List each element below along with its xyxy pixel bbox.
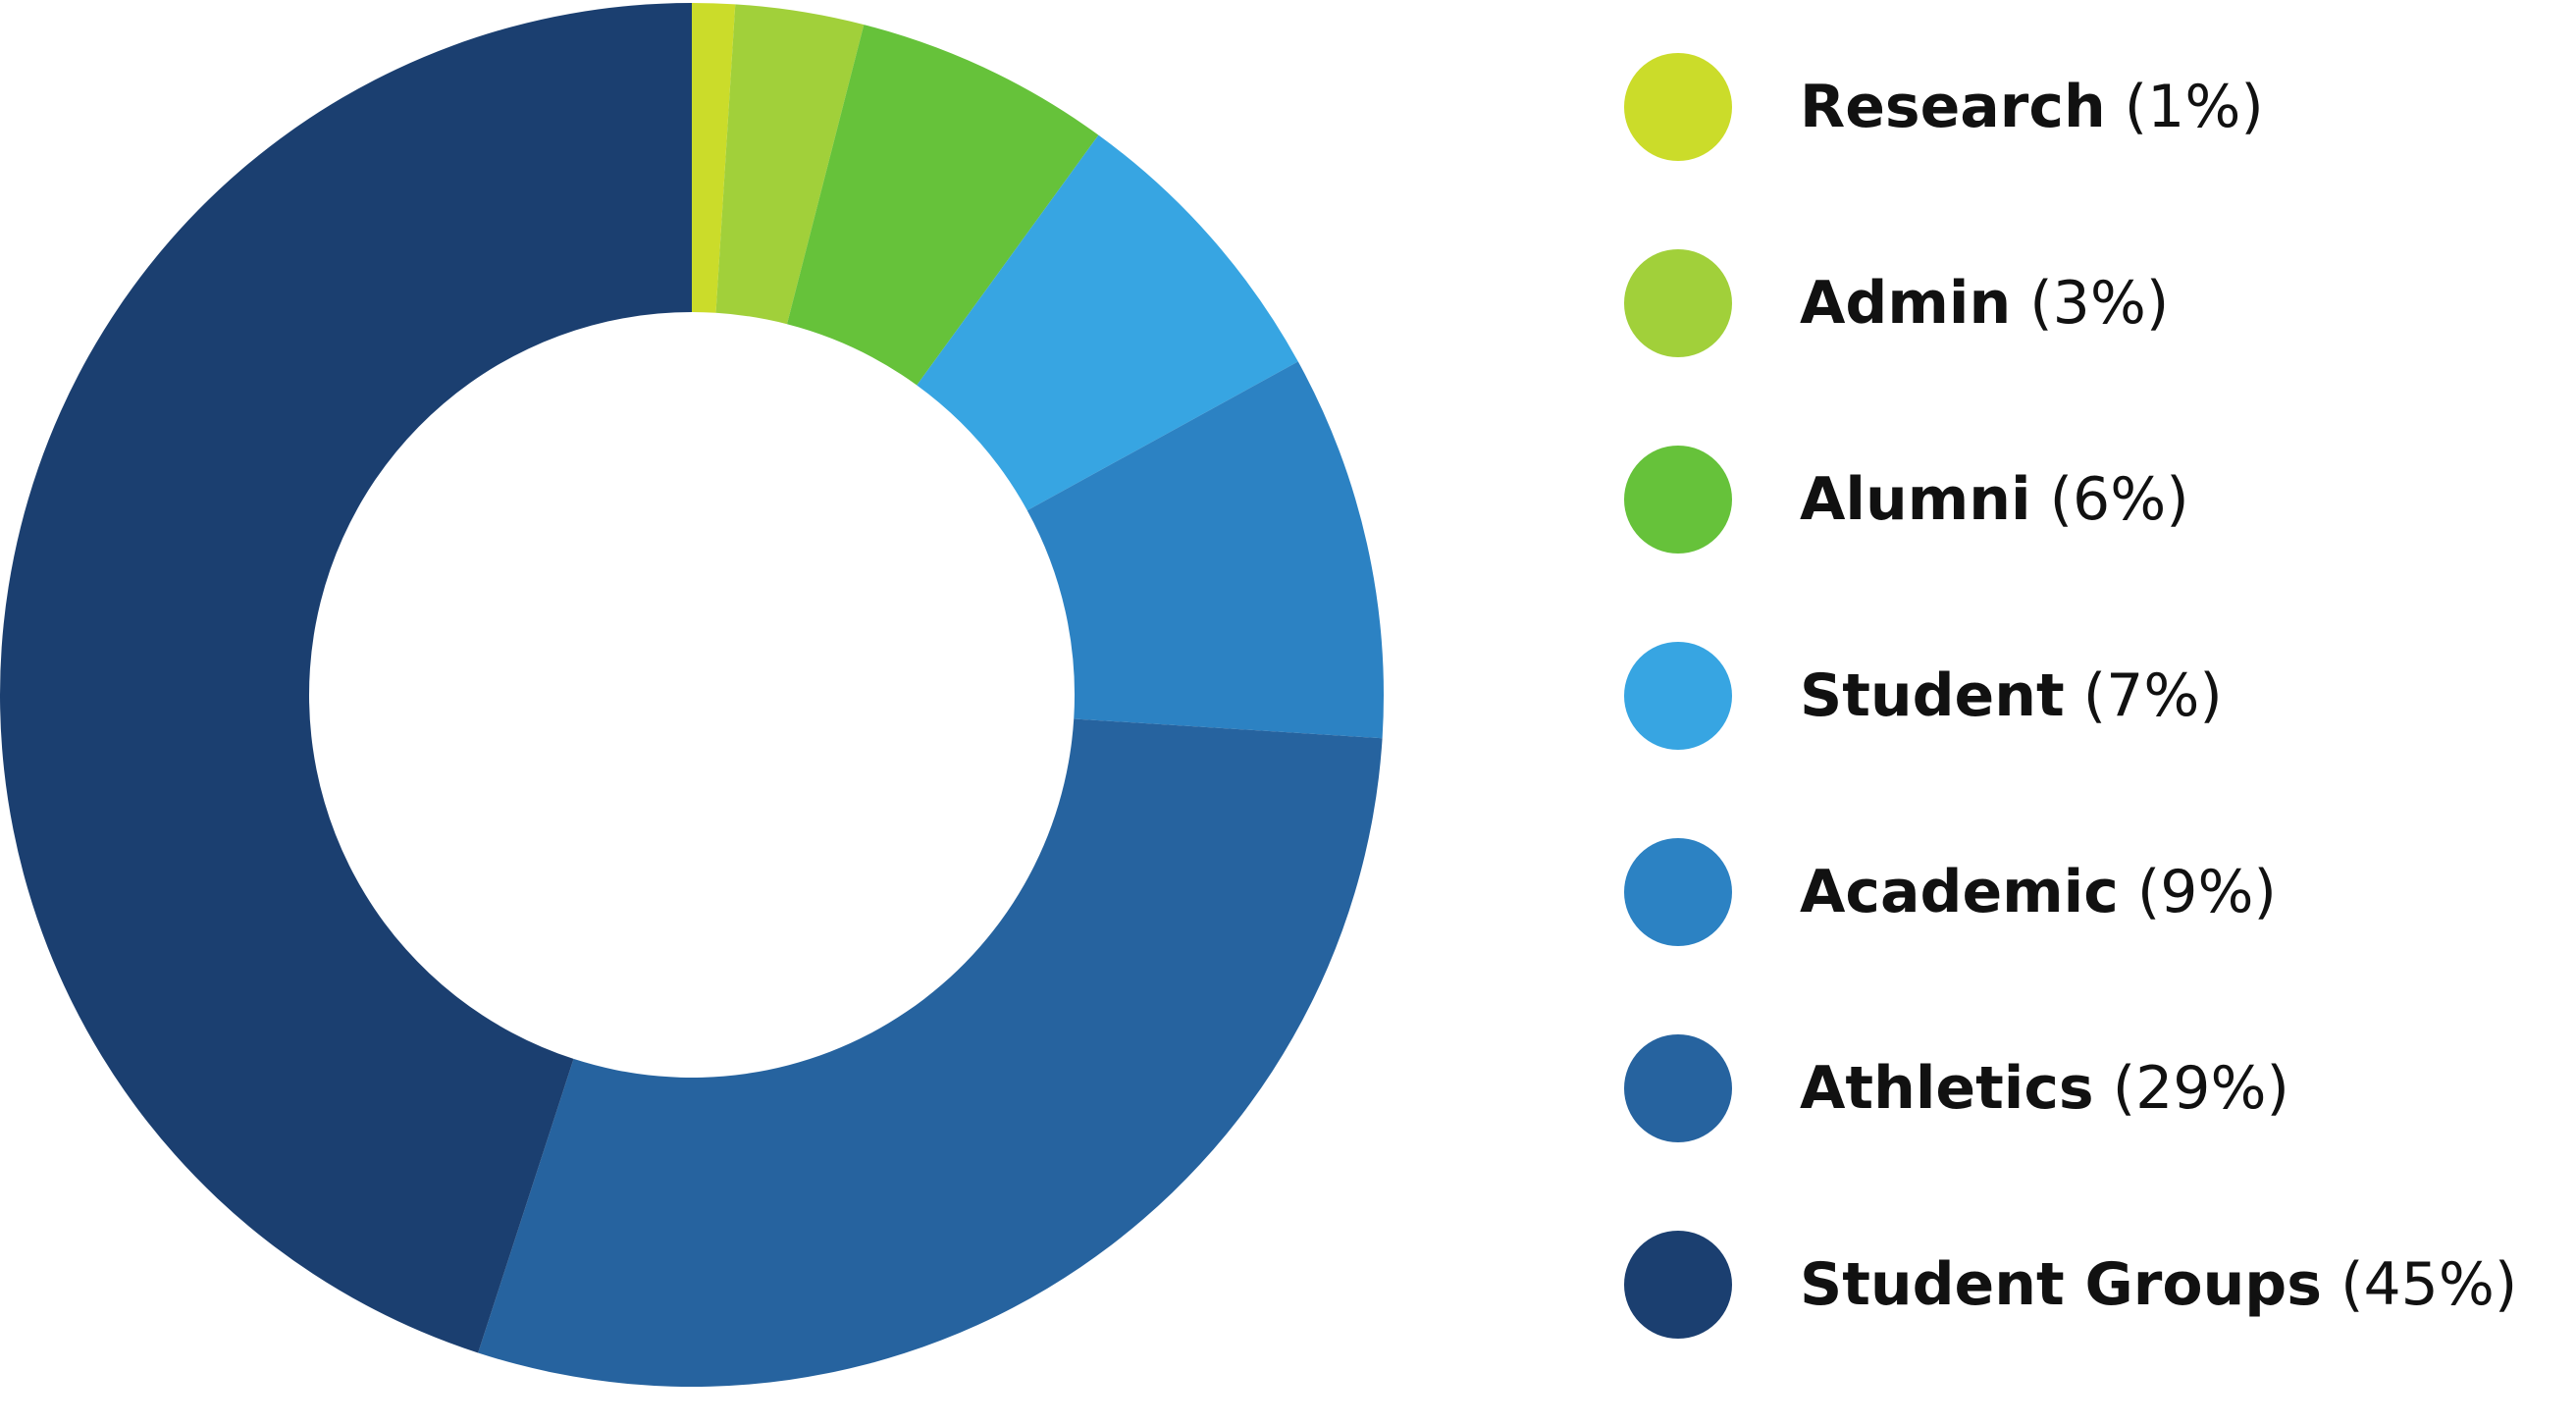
legend-name: Alumni [1800, 465, 2031, 534]
legend-label-alumni: Alumni (6%) [1800, 444, 2189, 555]
legend-item-athletics: Athletics (29%) [1624, 1032, 2566, 1229]
donut-slice-admin [715, 4, 865, 325]
legend-swatch-athletics [1624, 1034, 1732, 1142]
legend-name: Admin [1800, 269, 2012, 338]
donut-slice-student-groups [0, 3, 693, 1353]
legend-swatch-research [1624, 53, 1732, 161]
legend: Research (1%) Admin (3%) Alumni (6%) Studen… [1624, 51, 2566, 1425]
legend-percent: (3%) [2029, 269, 2170, 338]
legend-label-student-groups: Student Groups (45%) [1800, 1229, 2517, 1341]
legend-name: Academic [1800, 858, 2119, 926]
legend-name: Athletics [1800, 1054, 2094, 1123]
legend-swatch-alumni [1624, 446, 1732, 554]
legend-percent: (6%) [2049, 465, 2189, 534]
legend-swatch-admin [1624, 249, 1732, 357]
legend-name: Student Groups [1800, 1250, 2322, 1319]
legend-item-research: Research (1%) [1624, 51, 2566, 247]
legend-percent: (7%) [2082, 661, 2223, 730]
legend-percent: (29%) [2112, 1054, 2289, 1123]
legend-swatch-student-groups [1624, 1231, 1732, 1339]
legend-label-research: Research (1%) [1800, 51, 2264, 163]
legend-name: Research [1800, 73, 2106, 141]
legend-item-student: Student (7%) [1624, 640, 2566, 836]
donut-slice-research [692, 3, 736, 313]
legend-percent: (1%) [2124, 73, 2264, 141]
legend-item-admin: Admin (3%) [1624, 247, 2566, 444]
legend-percent: (45%) [2340, 1250, 2518, 1319]
legend-item-alumni: Alumni (6%) [1624, 444, 2566, 640]
legend-label-athletics: Athletics (29%) [1800, 1032, 2289, 1144]
donut-slice-student [917, 134, 1298, 511]
donut-slice-alumni [786, 25, 1099, 386]
legend-label-academic: Academic (9%) [1800, 836, 2277, 948]
donut-chart [0, 3, 1384, 1387]
legend-swatch-academic [1624, 838, 1732, 946]
legend-name: Student [1800, 661, 2065, 730]
legend-label-admin: Admin (3%) [1800, 247, 2169, 359]
donut-slice-athletics [478, 718, 1383, 1387]
donut-slice-academic [1026, 361, 1384, 739]
legend-label-student: Student (7%) [1800, 640, 2223, 752]
legend-item-academic: Academic (9%) [1624, 836, 2566, 1032]
legend-item-student-groups: Student Groups (45%) [1624, 1229, 2566, 1425]
legend-percent: (9%) [2136, 858, 2277, 926]
legend-swatch-student [1624, 642, 1732, 750]
